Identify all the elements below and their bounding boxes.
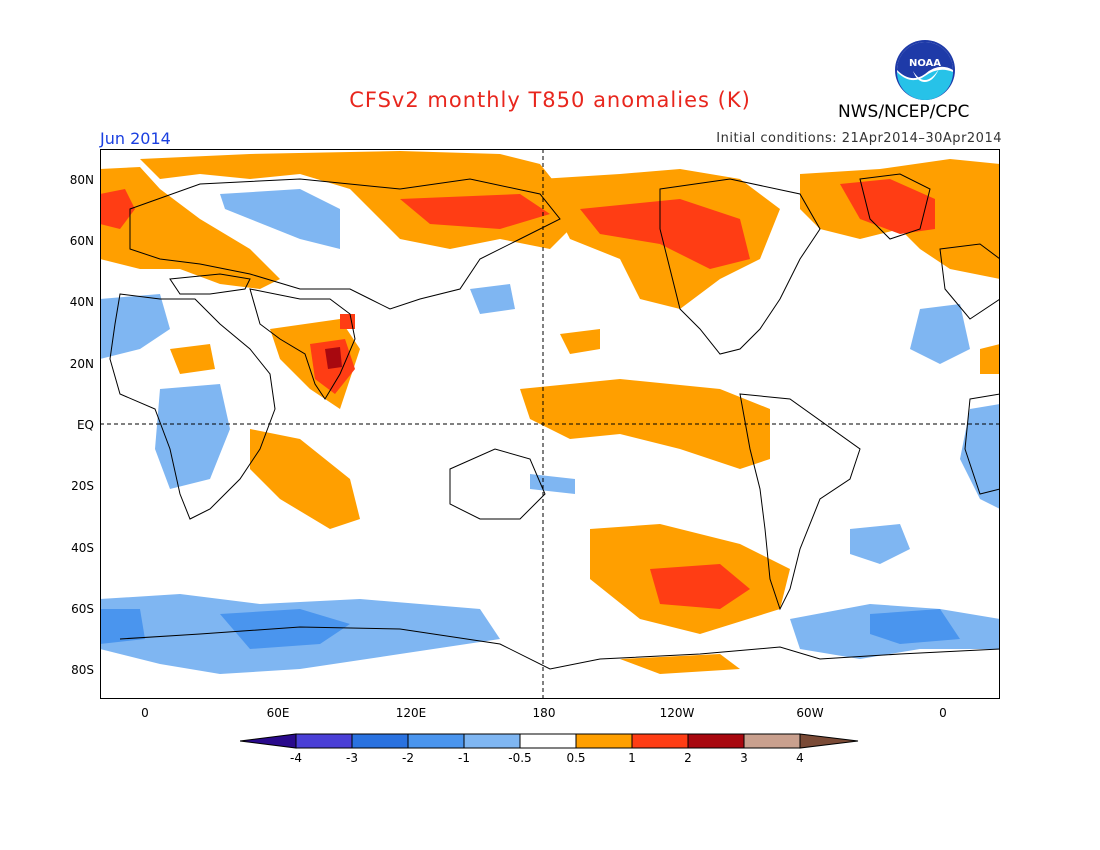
- noaa-logo-text: NOAA: [909, 58, 941, 69]
- colorbar-label: 2: [684, 751, 692, 765]
- peak-positive-region: [325, 347, 342, 369]
- colorbar-bin: [295, 733, 353, 749]
- colorbar-label: 3: [740, 751, 748, 765]
- lat-label-40n: 40N: [69, 295, 94, 309]
- strong-positive-regions: [100, 179, 935, 609]
- colorbar-label: 0.5: [566, 751, 586, 765]
- chart-title: CFSv2 monthly T850 anomalies (K): [349, 88, 751, 112]
- colorbar-bin: [575, 733, 633, 749]
- lat-label-80s: 80S: [71, 663, 94, 677]
- colorbar-bin: [631, 733, 689, 749]
- colorbar-bin: [240, 733, 297, 749]
- colorbar-bin: [743, 733, 801, 749]
- lon-label-120e: 120E: [395, 706, 427, 720]
- colorbar-label: 4: [796, 751, 804, 765]
- colorbar-bin: [463, 733, 521, 749]
- colorbar-label: -4: [290, 751, 302, 765]
- colorbar-label: -0.5: [508, 751, 532, 765]
- initial-conditions: Initial conditions: 21Apr2014–30Apr2014: [716, 131, 1002, 146]
- lat-label-20n: 20N: [69, 357, 94, 371]
- lon-label-60w: 60W: [796, 706, 824, 720]
- moderate-negative-regions: [100, 609, 960, 649]
- agency-label: NWS/NCEP/CPC: [838, 102, 970, 122]
- colorbar-bin: [687, 733, 745, 749]
- noaa-logo: NOAA: [895, 40, 955, 100]
- colorbar: [240, 733, 859, 749]
- lat-label-80n: 80N: [69, 173, 94, 187]
- colorbar-bin: [407, 733, 465, 749]
- lat-label-60s: 60S: [71, 602, 94, 616]
- lon-label-0: 0: [141, 706, 149, 720]
- colorbar-label: -2: [402, 751, 414, 765]
- lon-label-180: 180: [532, 706, 556, 720]
- colorbar-label: -3: [346, 751, 358, 765]
- lat-label-eq: EQ: [76, 418, 94, 432]
- lon-label-60e: 60E: [266, 706, 290, 720]
- colorbar-bin: [799, 733, 859, 749]
- lon-label-120w: 120W: [659, 706, 695, 720]
- coastlines: [109, 173, 1000, 670]
- colorbar-bin: [351, 733, 409, 749]
- lat-label-40s: 40S: [71, 541, 94, 555]
- anomaly-map: [100, 149, 1000, 699]
- colorbar-bin: [519, 733, 577, 749]
- forecast-month: Jun 2014: [100, 129, 171, 148]
- lon-label-0-right: 0: [939, 706, 947, 720]
- colorbar-label: -1: [458, 751, 470, 765]
- lat-label-20s: 20S: [71, 479, 94, 493]
- lat-label-60n: 60N: [69, 234, 94, 248]
- colorbar-label: 1: [628, 751, 636, 765]
